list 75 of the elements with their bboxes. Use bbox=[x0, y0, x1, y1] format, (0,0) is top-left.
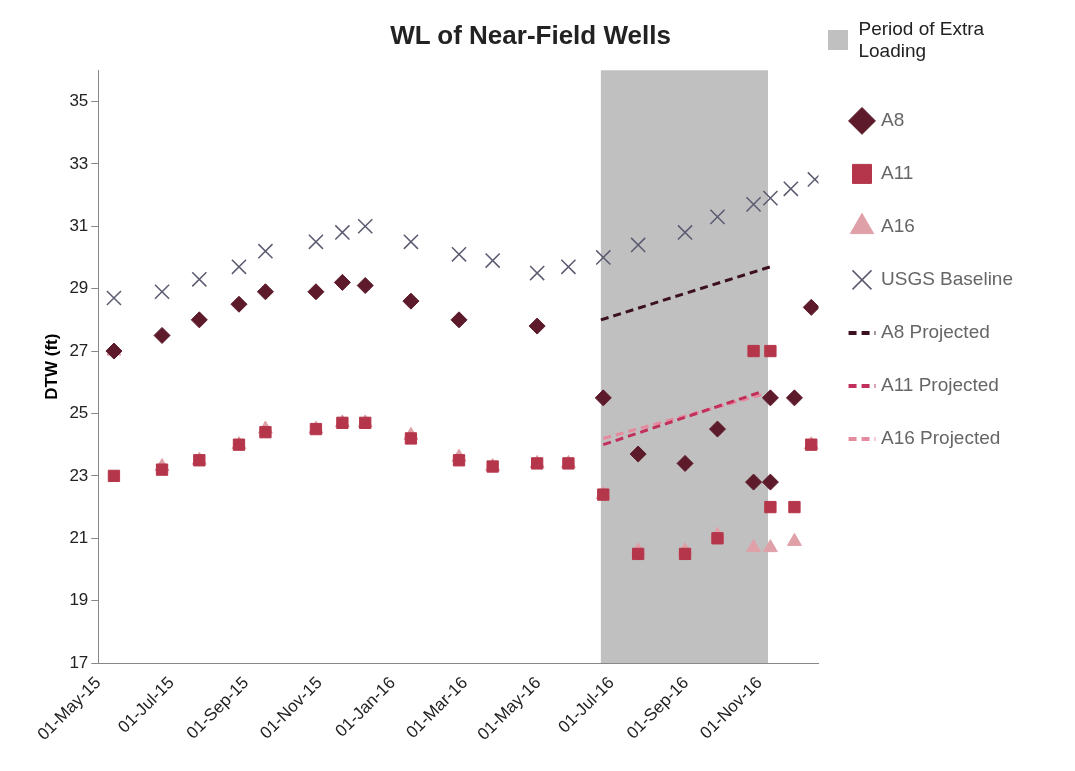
point bbox=[629, 445, 647, 463]
legend-label: A8 Projected bbox=[880, 321, 990, 343]
legend-label: Period of Extra Loading bbox=[858, 18, 986, 62]
y-tick-label: 19 bbox=[69, 590, 89, 610]
point bbox=[153, 326, 171, 344]
point bbox=[357, 218, 374, 235]
legend-label: USGS Baseline bbox=[880, 268, 1014, 290]
point bbox=[788, 500, 801, 514]
y-tick-label: 31 bbox=[69, 215, 89, 235]
point bbox=[333, 273, 351, 291]
point bbox=[631, 547, 645, 561]
point bbox=[595, 249, 612, 266]
point bbox=[256, 283, 274, 301]
y-tick-label: 23 bbox=[69, 465, 89, 485]
y-tick-label: 35 bbox=[69, 91, 89, 111]
point bbox=[676, 454, 694, 472]
point bbox=[594, 389, 612, 407]
point bbox=[191, 271, 208, 288]
point bbox=[356, 277, 374, 295]
legend-label: A8 bbox=[880, 109, 905, 131]
point bbox=[529, 265, 545, 281]
point bbox=[106, 290, 122, 306]
point bbox=[154, 283, 170, 300]
point bbox=[231, 258, 247, 275]
point bbox=[764, 344, 777, 358]
legend-label: A11 bbox=[880, 162, 914, 184]
point bbox=[107, 469, 121, 483]
point bbox=[761, 389, 779, 407]
point bbox=[783, 180, 799, 197]
y-tick-label: 27 bbox=[69, 340, 89, 360]
point bbox=[230, 295, 248, 313]
point bbox=[709, 420, 726, 438]
point bbox=[785, 389, 803, 407]
point bbox=[259, 426, 272, 439]
point bbox=[761, 473, 779, 491]
point bbox=[155, 463, 169, 476]
legend-label: A16 Projected bbox=[880, 427, 1001, 449]
point bbox=[403, 234, 419, 250]
y-tick-label: 25 bbox=[69, 403, 89, 423]
chart-title: WL of Near-Field Wells bbox=[390, 19, 671, 50]
point bbox=[257, 243, 274, 260]
y-tick-label: 21 bbox=[69, 527, 89, 547]
point bbox=[528, 317, 546, 335]
legend-label: A11 Projected bbox=[880, 374, 999, 396]
point bbox=[451, 246, 467, 263]
point bbox=[450, 311, 468, 329]
point bbox=[678, 547, 692, 561]
point bbox=[484, 252, 501, 269]
point bbox=[764, 500, 777, 514]
y-tick-label: 33 bbox=[69, 153, 89, 173]
point bbox=[762, 539, 778, 553]
point bbox=[308, 234, 324, 250]
point bbox=[452, 454, 466, 467]
point bbox=[307, 283, 325, 301]
y-tick-label: 29 bbox=[69, 278, 89, 298]
point bbox=[709, 209, 726, 225]
y-tick-label: 17 bbox=[69, 652, 89, 672]
point bbox=[630, 237, 646, 253]
point bbox=[746, 539, 761, 553]
point bbox=[745, 196, 762, 213]
point bbox=[762, 190, 779, 206]
point bbox=[402, 292, 420, 310]
point bbox=[560, 258, 577, 275]
y-axis-title: DTW (ft) bbox=[41, 333, 61, 400]
point bbox=[802, 298, 819, 316]
point bbox=[105, 342, 123, 360]
point bbox=[677, 224, 693, 241]
point bbox=[711, 532, 724, 545]
point bbox=[745, 473, 763, 491]
point bbox=[787, 532, 802, 546]
point bbox=[404, 432, 418, 445]
point bbox=[190, 311, 208, 329]
point bbox=[334, 224, 351, 241]
legend-label: A16 bbox=[880, 215, 915, 237]
point bbox=[747, 344, 760, 358]
